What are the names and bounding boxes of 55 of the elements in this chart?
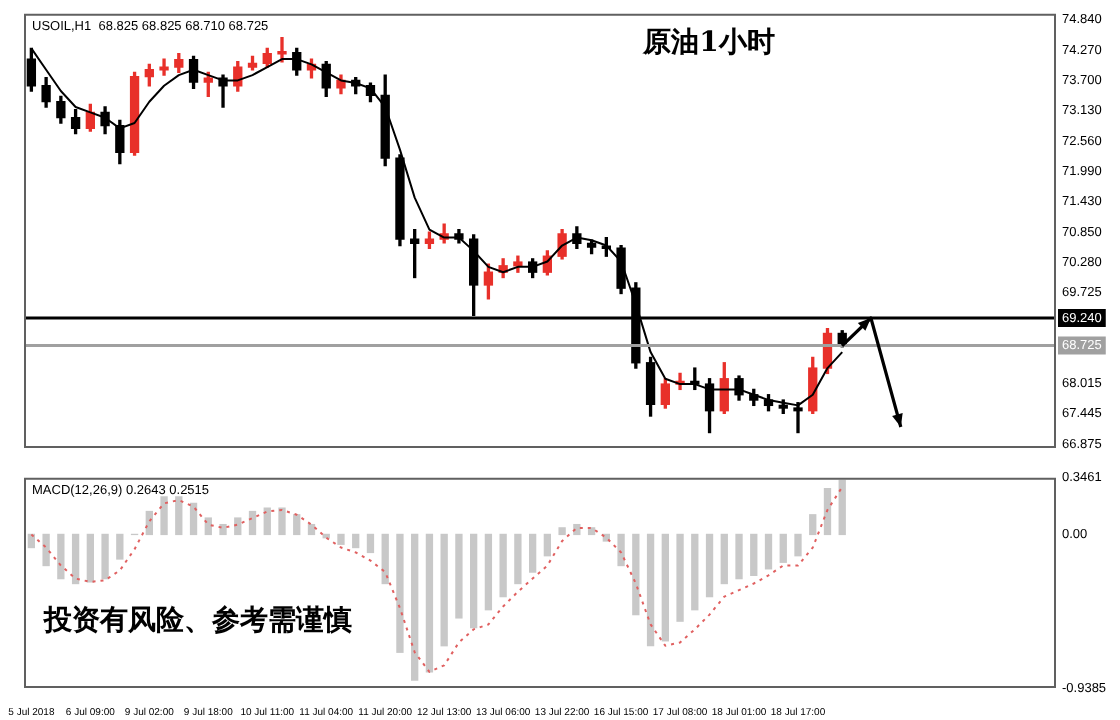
bar <box>278 507 286 536</box>
bar <box>219 523 227 536</box>
annotation: 投资有风险、参考需谨慎 <box>42 603 352 638</box>
bar <box>116 533 124 560</box>
bar <box>735 533 743 580</box>
line-series <box>30 485 844 673</box>
bar <box>573 523 581 536</box>
bar <box>838 479 846 536</box>
bar <box>248 510 257 536</box>
bar <box>617 533 625 567</box>
bar <box>86 533 94 583</box>
bar <box>71 533 80 585</box>
bar <box>720 533 728 585</box>
bar <box>57 533 65 580</box>
bar <box>528 533 537 573</box>
bar <box>514 533 522 585</box>
bar <box>396 533 404 653</box>
bar <box>676 533 684 622</box>
text: 原油1小时 <box>641 27 775 60</box>
bar <box>440 533 448 647</box>
bar <box>470 533 478 629</box>
bar <box>794 533 802 557</box>
bar <box>189 502 198 536</box>
bar <box>175 496 183 536</box>
bar <box>366 533 375 554</box>
bar <box>484 533 493 611</box>
bar <box>337 533 345 545</box>
bar <box>632 533 640 616</box>
bar <box>705 533 714 598</box>
bar <box>779 533 787 563</box>
bar <box>543 533 552 557</box>
bar <box>293 514 301 536</box>
candlestick <box>159 58 169 76</box>
bar <box>823 487 832 536</box>
bar <box>809 514 817 536</box>
bar <box>691 533 699 611</box>
bar <box>263 507 271 536</box>
bar <box>381 533 389 585</box>
bar <box>160 496 168 536</box>
bar <box>411 533 419 681</box>
bar <box>764 533 773 570</box>
bar <box>455 533 463 619</box>
bar <box>646 533 655 647</box>
bar <box>42 533 50 567</box>
bar <box>307 523 316 536</box>
bar <box>499 533 507 598</box>
bar <box>234 517 242 536</box>
bar <box>204 517 212 536</box>
bar <box>661 533 669 642</box>
candlestick <box>277 37 287 63</box>
bar <box>352 533 360 549</box>
bar <box>425 533 434 673</box>
bar <box>750 533 758 576</box>
bar <box>101 533 109 580</box>
bar <box>558 527 566 536</box>
